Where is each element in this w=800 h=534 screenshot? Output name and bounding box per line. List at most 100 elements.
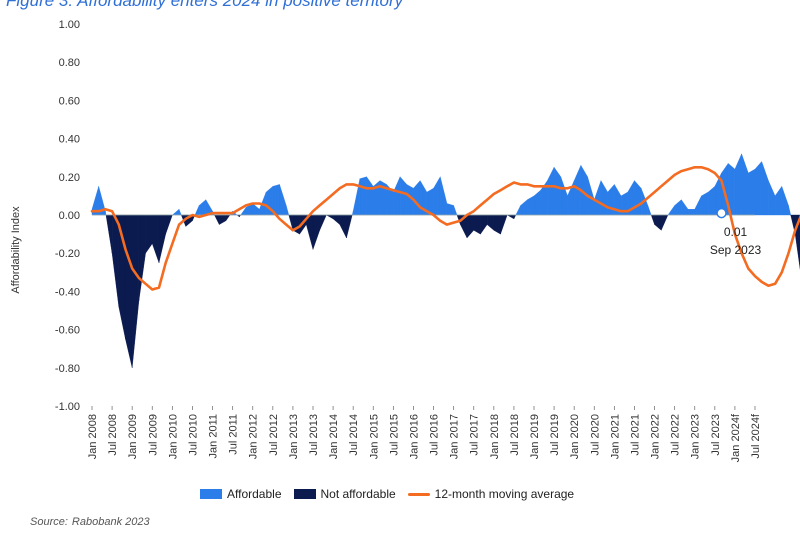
not-affordable-area-segment (513, 214, 517, 219)
x-tick-label: Jul 2009 (147, 414, 159, 456)
not-affordable-area-segment (219, 214, 227, 225)
x-tick-label: Jan 2013 (288, 414, 300, 459)
legend-label-affordable: Affordable (227, 487, 282, 501)
legend: Affordable Not affordable 12-month movin… (200, 487, 586, 501)
x-tick-label: Jan 2017 (449, 414, 461, 459)
not-affordable-area-segment (325, 214, 334, 220)
legend-label-moving-average: 12-month moving average (434, 487, 575, 501)
affordable-area-segment (105, 211, 107, 216)
legend-item-affordable: Affordable (200, 487, 282, 501)
x-tick-label: Jan 2015 (368, 414, 380, 459)
affordable-area-segment (279, 184, 287, 216)
affordable-area-segment (701, 191, 709, 216)
y-tick-label: 1.00 (59, 19, 80, 31)
x-tick-label: Jul 2013 (308, 414, 320, 456)
affordable-area-segment (768, 180, 776, 216)
affordable-area-segment (520, 199, 528, 216)
not-affordable-area-segment (111, 214, 119, 307)
y-tick-label: -0.60 (55, 325, 80, 337)
affordable-area-segment (774, 185, 782, 216)
not-affordable-area-segment (650, 214, 655, 225)
annotation-marker (716, 207, 727, 219)
affordable-area-segment (607, 183, 615, 216)
x-tick-label: Jul 2018 (509, 414, 521, 456)
affordable-area-segment (515, 205, 521, 216)
legend-swatch-affordable (200, 489, 222, 499)
affordable-area-segment (667, 204, 675, 216)
x-tick-label: Jan 2019 (529, 414, 541, 459)
not-affordable-area-segment (145, 214, 153, 254)
y-tick-label: 0.00 (59, 210, 80, 222)
affordable-area-segment (600, 179, 608, 216)
annotation-group: 0.01 Sep 2023 (710, 207, 762, 257)
affordable-area-segment (286, 205, 290, 216)
source-value: Rabobank 2023 (71, 516, 150, 528)
x-tick-label: Jul 2020 (589, 414, 601, 456)
affordable-area-segment (178, 209, 182, 216)
x-tick-label: Jan 2021 (609, 414, 621, 459)
affordable-area-segment (440, 176, 448, 216)
not-affordable-area-segment (306, 214, 314, 250)
affordable-area-segment (687, 209, 695, 216)
x-tick-label: Jan 2018 (489, 414, 501, 459)
affordable-area-segment (681, 199, 689, 216)
affordable-area-segment (674, 199, 682, 216)
not-affordable-area-segment (125, 214, 133, 368)
affordable-area-segment (453, 205, 458, 216)
not-affordable-area-segment (654, 214, 662, 231)
affordable-area-segment (560, 176, 568, 216)
not-affordable-area-segment (105, 214, 113, 254)
affordable-area-segment (413, 180, 421, 216)
x-tick-label: Jul 2021 (629, 414, 641, 456)
x-tick-label: Jul 2017 (469, 414, 481, 456)
y-tick-label: -0.20 (55, 248, 80, 260)
not-affordable-area-segment (332, 214, 340, 225)
not-affordable-area-segment (473, 214, 481, 235)
legend-label-not-affordable: Not affordable (320, 487, 396, 501)
x-tick-label: Jul 2012 (268, 414, 280, 456)
moving-average-group (90, 166, 800, 291)
x-tick-label: Jan 2024f (730, 413, 742, 462)
affordable-area-segment (754, 160, 762, 216)
legend-swatch-moving-average (407, 492, 430, 496)
not-affordable-area-segment (292, 214, 300, 235)
y-tick-group: 1.00 0.80 0.60 0.40 0.20 0.00 -0.20 -0.40 -0.60 -… (55, 19, 80, 413)
y-tick-label: -1.00 (55, 401, 80, 413)
not-affordable-area-segment (500, 214, 508, 235)
not-affordable-area-segment (158, 214, 166, 263)
affordable-area-segment (748, 168, 756, 216)
not-affordable-area-segment (486, 214, 495, 231)
x-tick-label: Jul 2016 (429, 414, 441, 456)
not-affordable-area-segment (339, 214, 347, 239)
affordable-area-segment (533, 189, 541, 216)
not-affordable-area-segment (138, 214, 146, 301)
moving-average-line (90, 166, 800, 291)
not-affordable-area-segment (165, 214, 173, 235)
x-tick-label: Jul 2019 (549, 414, 561, 456)
affordable-area-segment (788, 205, 791, 216)
x-tick-label: Jan 2009 (127, 414, 139, 459)
affordable-area-segment (366, 176, 374, 216)
affordable-area-segment (399, 176, 407, 216)
affordable-area-segment (194, 205, 200, 216)
not-affordable-area-segment (661, 214, 669, 231)
x-tick-label: Jul 2010 (187, 414, 199, 456)
affordable-area-segment (547, 167, 555, 216)
x-tick-label: Jan 2011 (208, 414, 220, 458)
affordable-area-segment (393, 176, 401, 216)
affordable-area-segment (734, 153, 742, 216)
annotation-date: Sep 2023 (710, 243, 762, 257)
affordable-area-segment (553, 166, 561, 216)
y-tick-label: 0.40 (59, 134, 80, 146)
figure-title: Figure 3: Affordability enters 2024 in p… (6, 0, 404, 10)
legend-item-not-affordable: Not affordable (293, 487, 396, 501)
legend-swatch-not-affordable (293, 489, 316, 499)
x-tick-label: Jan 2016 (408, 414, 420, 459)
affordable-area-segment (694, 195, 702, 216)
legend-item-moving-average: 12-month moving average (407, 487, 575, 501)
affordable-area-segment (252, 203, 260, 216)
x-tick-label: Jan 2010 (167, 414, 179, 459)
affordable-area-segment (707, 185, 716, 216)
affordable-area-segment (446, 203, 454, 216)
x-tick-label: Jul 2023 (710, 414, 722, 456)
